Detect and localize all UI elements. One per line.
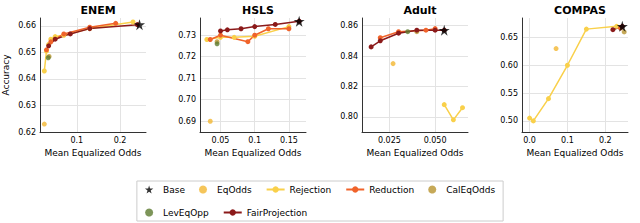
- svg-text:ENEM: ENEM: [80, 4, 115, 17]
- svg-text:0.025: 0.025: [378, 136, 401, 145]
- svg-text:COMPAS: COMPAS: [554, 4, 606, 17]
- svg-text:Reduction: Reduction: [369, 185, 414, 195]
- svg-text:0.62: 0.62: [18, 128, 36, 137]
- svg-text:0.1: 0.1: [561, 136, 574, 145]
- svg-text:0.0: 0.0: [523, 136, 536, 145]
- svg-text:LevEqOpp: LevEqOpp: [163, 208, 209, 218]
- svg-text:0.82: 0.82: [340, 82, 358, 91]
- svg-text:0.50: 0.50: [500, 116, 518, 125]
- svg-text:EqOdds: EqOdds: [217, 185, 252, 195]
- svg-text:Mean Equalized Odds: Mean Equalized Odds: [44, 148, 141, 158]
- svg-text:0.66: 0.66: [18, 21, 36, 30]
- svg-text:0.63: 0.63: [18, 101, 36, 110]
- svg-text:Mean Equalized Odds: Mean Equalized Odds: [526, 148, 623, 158]
- svg-text:0.64: 0.64: [18, 74, 36, 83]
- svg-text:0.2: 0.2: [599, 136, 612, 145]
- svg-text:Accuracy: Accuracy: [1, 54, 11, 96]
- svg-text:0.70: 0.70: [178, 95, 196, 104]
- svg-text:0.2: 0.2: [114, 136, 127, 145]
- svg-text:Base: Base: [163, 185, 185, 195]
- svg-text:0.15: 0.15: [280, 136, 298, 145]
- svg-text:0.71: 0.71: [178, 74, 196, 83]
- svg-text:0.65: 0.65: [500, 33, 518, 42]
- svg-text:FairProjection: FairProjection: [247, 208, 308, 218]
- svg-text:0.60: 0.60: [500, 61, 518, 70]
- svg-text:Mean Equalized Odds: Mean Equalized Odds: [204, 148, 301, 158]
- svg-text:0.05: 0.05: [212, 136, 230, 145]
- svg-text:0.69: 0.69: [178, 117, 196, 126]
- svg-text:Mean Equalized Odds: Mean Equalized Odds: [366, 148, 463, 158]
- svg-text:0.55: 0.55: [500, 89, 518, 98]
- svg-text:0.84: 0.84: [340, 52, 358, 61]
- svg-text:0.72: 0.72: [178, 52, 196, 61]
- svg-text:0.65: 0.65: [18, 48, 36, 57]
- svg-text:0.80: 0.80: [340, 112, 358, 121]
- svg-text:0.1: 0.1: [248, 136, 261, 145]
- svg-text:0.73: 0.73: [178, 31, 196, 40]
- svg-text:0.050: 0.050: [424, 136, 447, 145]
- svg-text:HSLS: HSLS: [242, 4, 274, 17]
- svg-text:0.1: 0.1: [70, 136, 83, 145]
- svg-text:CalEqOdds: CalEqOdds: [446, 185, 495, 195]
- svg-text:Adult: Adult: [403, 4, 436, 17]
- svg-text:0.86: 0.86: [340, 21, 358, 30]
- svg-text:Rejection: Rejection: [290, 185, 332, 195]
